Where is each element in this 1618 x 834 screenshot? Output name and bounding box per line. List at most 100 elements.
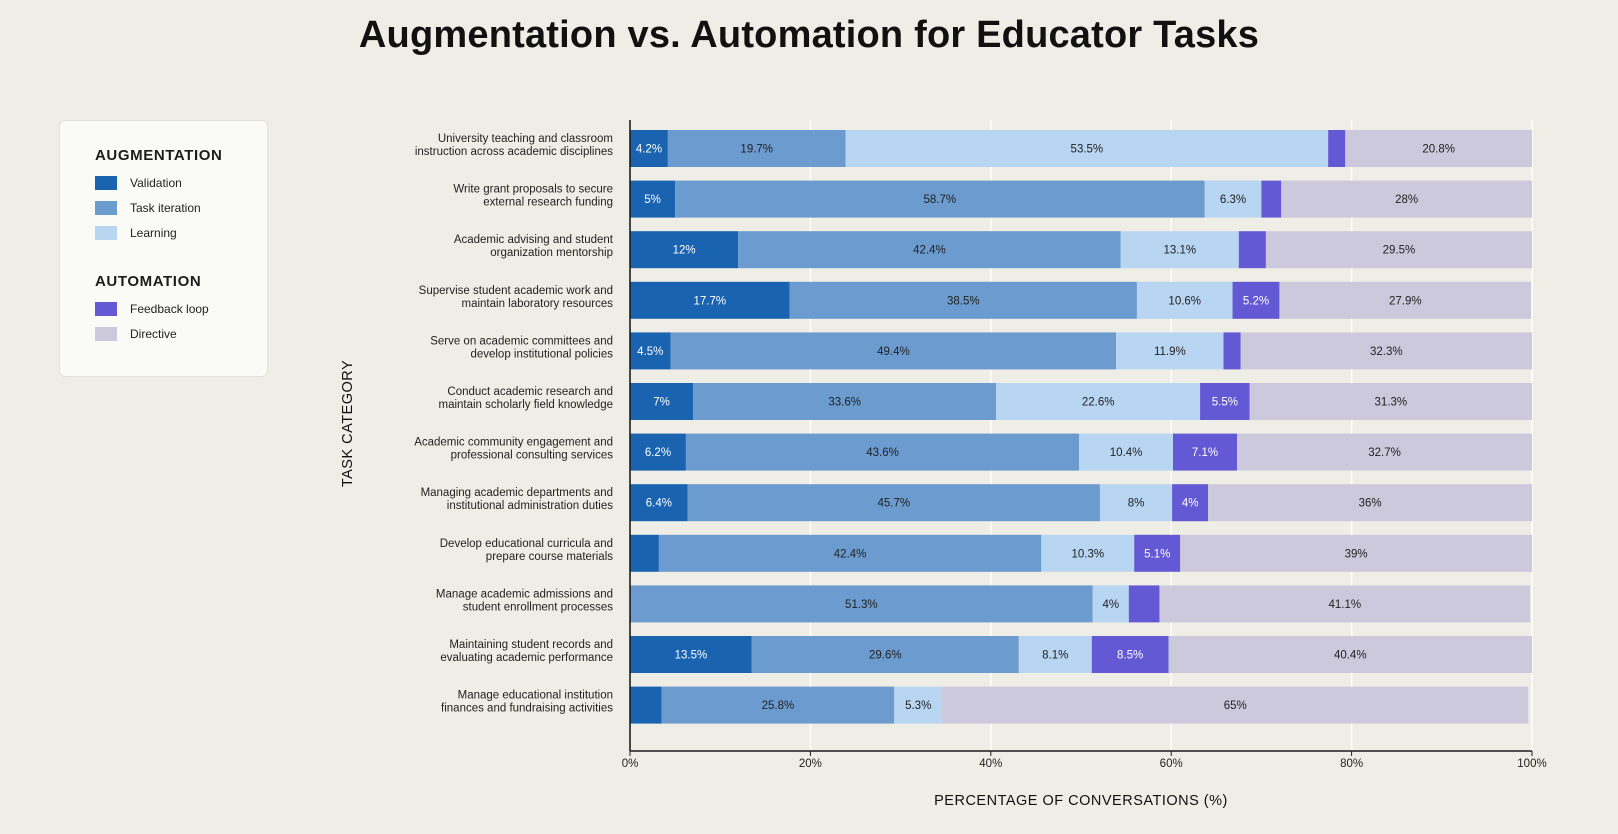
bar-segment-feedback-loop [1200, 383, 1250, 420]
chart-title: Augmentation vs. Automation for Educator… [358, 14, 1260, 56]
bar-segment-task-iteration [630, 585, 1093, 623]
data-label: 43.6% [866, 447, 899, 459]
data-label: 12% [673, 245, 696, 257]
bar-segment-feedback-loop [1134, 534, 1181, 572]
bar-segment-feedback-loop [1172, 484, 1209, 522]
legend-swatch-directive [95, 327, 117, 341]
bar-segment-task-iteration [658, 534, 1042, 572]
data-label: 25.8% [762, 700, 795, 712]
bar-segment-directive [1168, 636, 1532, 673]
bar-segment-validation [630, 180, 676, 218]
bar-segment-feedback-loop [1238, 231, 1266, 269]
data-label: 32.3% [1370, 346, 1403, 358]
bar-segment-validation [630, 130, 668, 167]
bar-segment-validation [630, 231, 739, 269]
category-label-line: maintain laboratory resources [462, 298, 614, 310]
bar-segment-feedback-loop [1223, 332, 1241, 370]
category-label-line: finances and fundraising activities [441, 703, 613, 715]
bar-segment-directive [1159, 585, 1531, 623]
bar-segment-learning [845, 130, 1329, 167]
bar-segment-task-iteration [661, 686, 895, 724]
legend-swatch-learning [95, 226, 117, 240]
bar-segment-learning [1092, 585, 1129, 623]
bar-segment-learning [1116, 332, 1224, 370]
legend-label-learning: Learning [130, 226, 177, 240]
bar-segment-feedback-loop [1091, 636, 1169, 673]
legend-item-directive: Directive [95, 326, 177, 342]
bar-segment-feedback-loop [1328, 130, 1346, 167]
bar-segment-learning [1099, 484, 1173, 522]
data-label: 20.8% [1422, 144, 1455, 156]
bar-segment-task-iteration [687, 484, 1100, 522]
data-label: 29.6% [869, 650, 902, 662]
legend-label-validation: Validation [130, 176, 182, 190]
bar-segment-directive [1237, 433, 1532, 471]
bar-segment-validation [630, 433, 686, 471]
data-label: 6.4% [646, 498, 672, 510]
bar-segment-directive [942, 686, 1529, 724]
category-label-line: Academic community engagement and [414, 437, 613, 449]
x-axis-title: PERCENTAGE OF CONVERSATIONS (%) [934, 793, 1228, 809]
legend-heading-augmentation: AUGMENTATION [95, 147, 223, 164]
data-label: 28% [1395, 194, 1418, 206]
legend-item-task-iteration: Task iteration [95, 200, 201, 216]
x-tick-label: 100% [1517, 758, 1546, 770]
data-label: 32.7% [1368, 447, 1401, 459]
bar-segment-validation [630, 534, 659, 572]
category-label: Develop educational curricula and prepare… [440, 538, 613, 563]
bar-segment-learning [996, 383, 1201, 420]
bar-segment-task-iteration [693, 383, 997, 420]
category-label-line: external research funding [483, 197, 613, 209]
category-label: Serve on academic committees and develop … [430, 335, 613, 360]
category-label-line: Develop educational curricula and [440, 538, 613, 550]
category-label-line: professional consulting services [451, 450, 614, 462]
data-label: 7% [653, 397, 670, 409]
bar-segment-validation [630, 636, 752, 673]
data-label: 42.4% [913, 245, 946, 257]
legend-item-feedback-loop: Feedback loop [95, 301, 209, 317]
category-label-line: Manage academic admissions and [436, 588, 613, 600]
bar-segment-learning [1204, 180, 1262, 218]
data-label: 6.3% [1220, 194, 1246, 206]
data-label: 4.2% [636, 144, 662, 156]
data-label: 17.7% [694, 295, 727, 307]
data-label: 58.7% [924, 194, 957, 206]
category-label-line: Academic advising and student [454, 234, 614, 246]
data-label: 40.4% [1334, 650, 1367, 662]
data-label: 8.5% [1117, 650, 1143, 662]
bar-segment-task-iteration [685, 433, 1080, 471]
data-label: 7.1% [1192, 447, 1218, 459]
legend-swatch-validation [95, 176, 117, 190]
legend-label-directive: Directive [130, 327, 177, 341]
bar-segment-learning [1041, 534, 1135, 572]
legend: AUGMENTATION Validation Task iteration L… [59, 120, 268, 377]
data-label: 31.3% [1375, 397, 1408, 409]
x-tick-label: 20% [799, 758, 822, 770]
legend-swatch-task-iteration [95, 201, 117, 215]
bar-segment-task-iteration [789, 281, 1137, 319]
category-label-line: maintain scholarly field knowledge [438, 399, 613, 411]
category-label-line: institutional administration duties [447, 500, 613, 512]
data-label: 45.7% [878, 498, 911, 510]
data-label: 36% [1359, 498, 1382, 510]
category-label-line: Managing academic departments and [421, 487, 613, 499]
category-label: Academic advising and student organizatio… [454, 234, 614, 259]
legend-item-learning: Learning [95, 225, 177, 241]
bar-segment-directive [1208, 484, 1532, 522]
category-label: Supervise student academic work and maint… [419, 285, 614, 310]
category-label-line: student enrollment processes [463, 601, 613, 613]
data-label: 42.4% [834, 548, 867, 560]
bar-segment-directive [1265, 231, 1532, 269]
bar-segment-directive [1345, 130, 1532, 167]
category-label: Managing academic departments and institu… [421, 487, 614, 512]
bar-segment-task-iteration [751, 636, 1019, 673]
x-tick-label: 0% [622, 758, 639, 770]
data-label: 65% [1224, 700, 1247, 712]
data-label: 6.2% [645, 447, 671, 459]
category-label-line: Conduct academic research and [447, 386, 613, 398]
data-label: 39% [1345, 548, 1368, 560]
x-tick-label: 60% [1160, 758, 1183, 770]
data-label: 22.6% [1082, 397, 1115, 409]
